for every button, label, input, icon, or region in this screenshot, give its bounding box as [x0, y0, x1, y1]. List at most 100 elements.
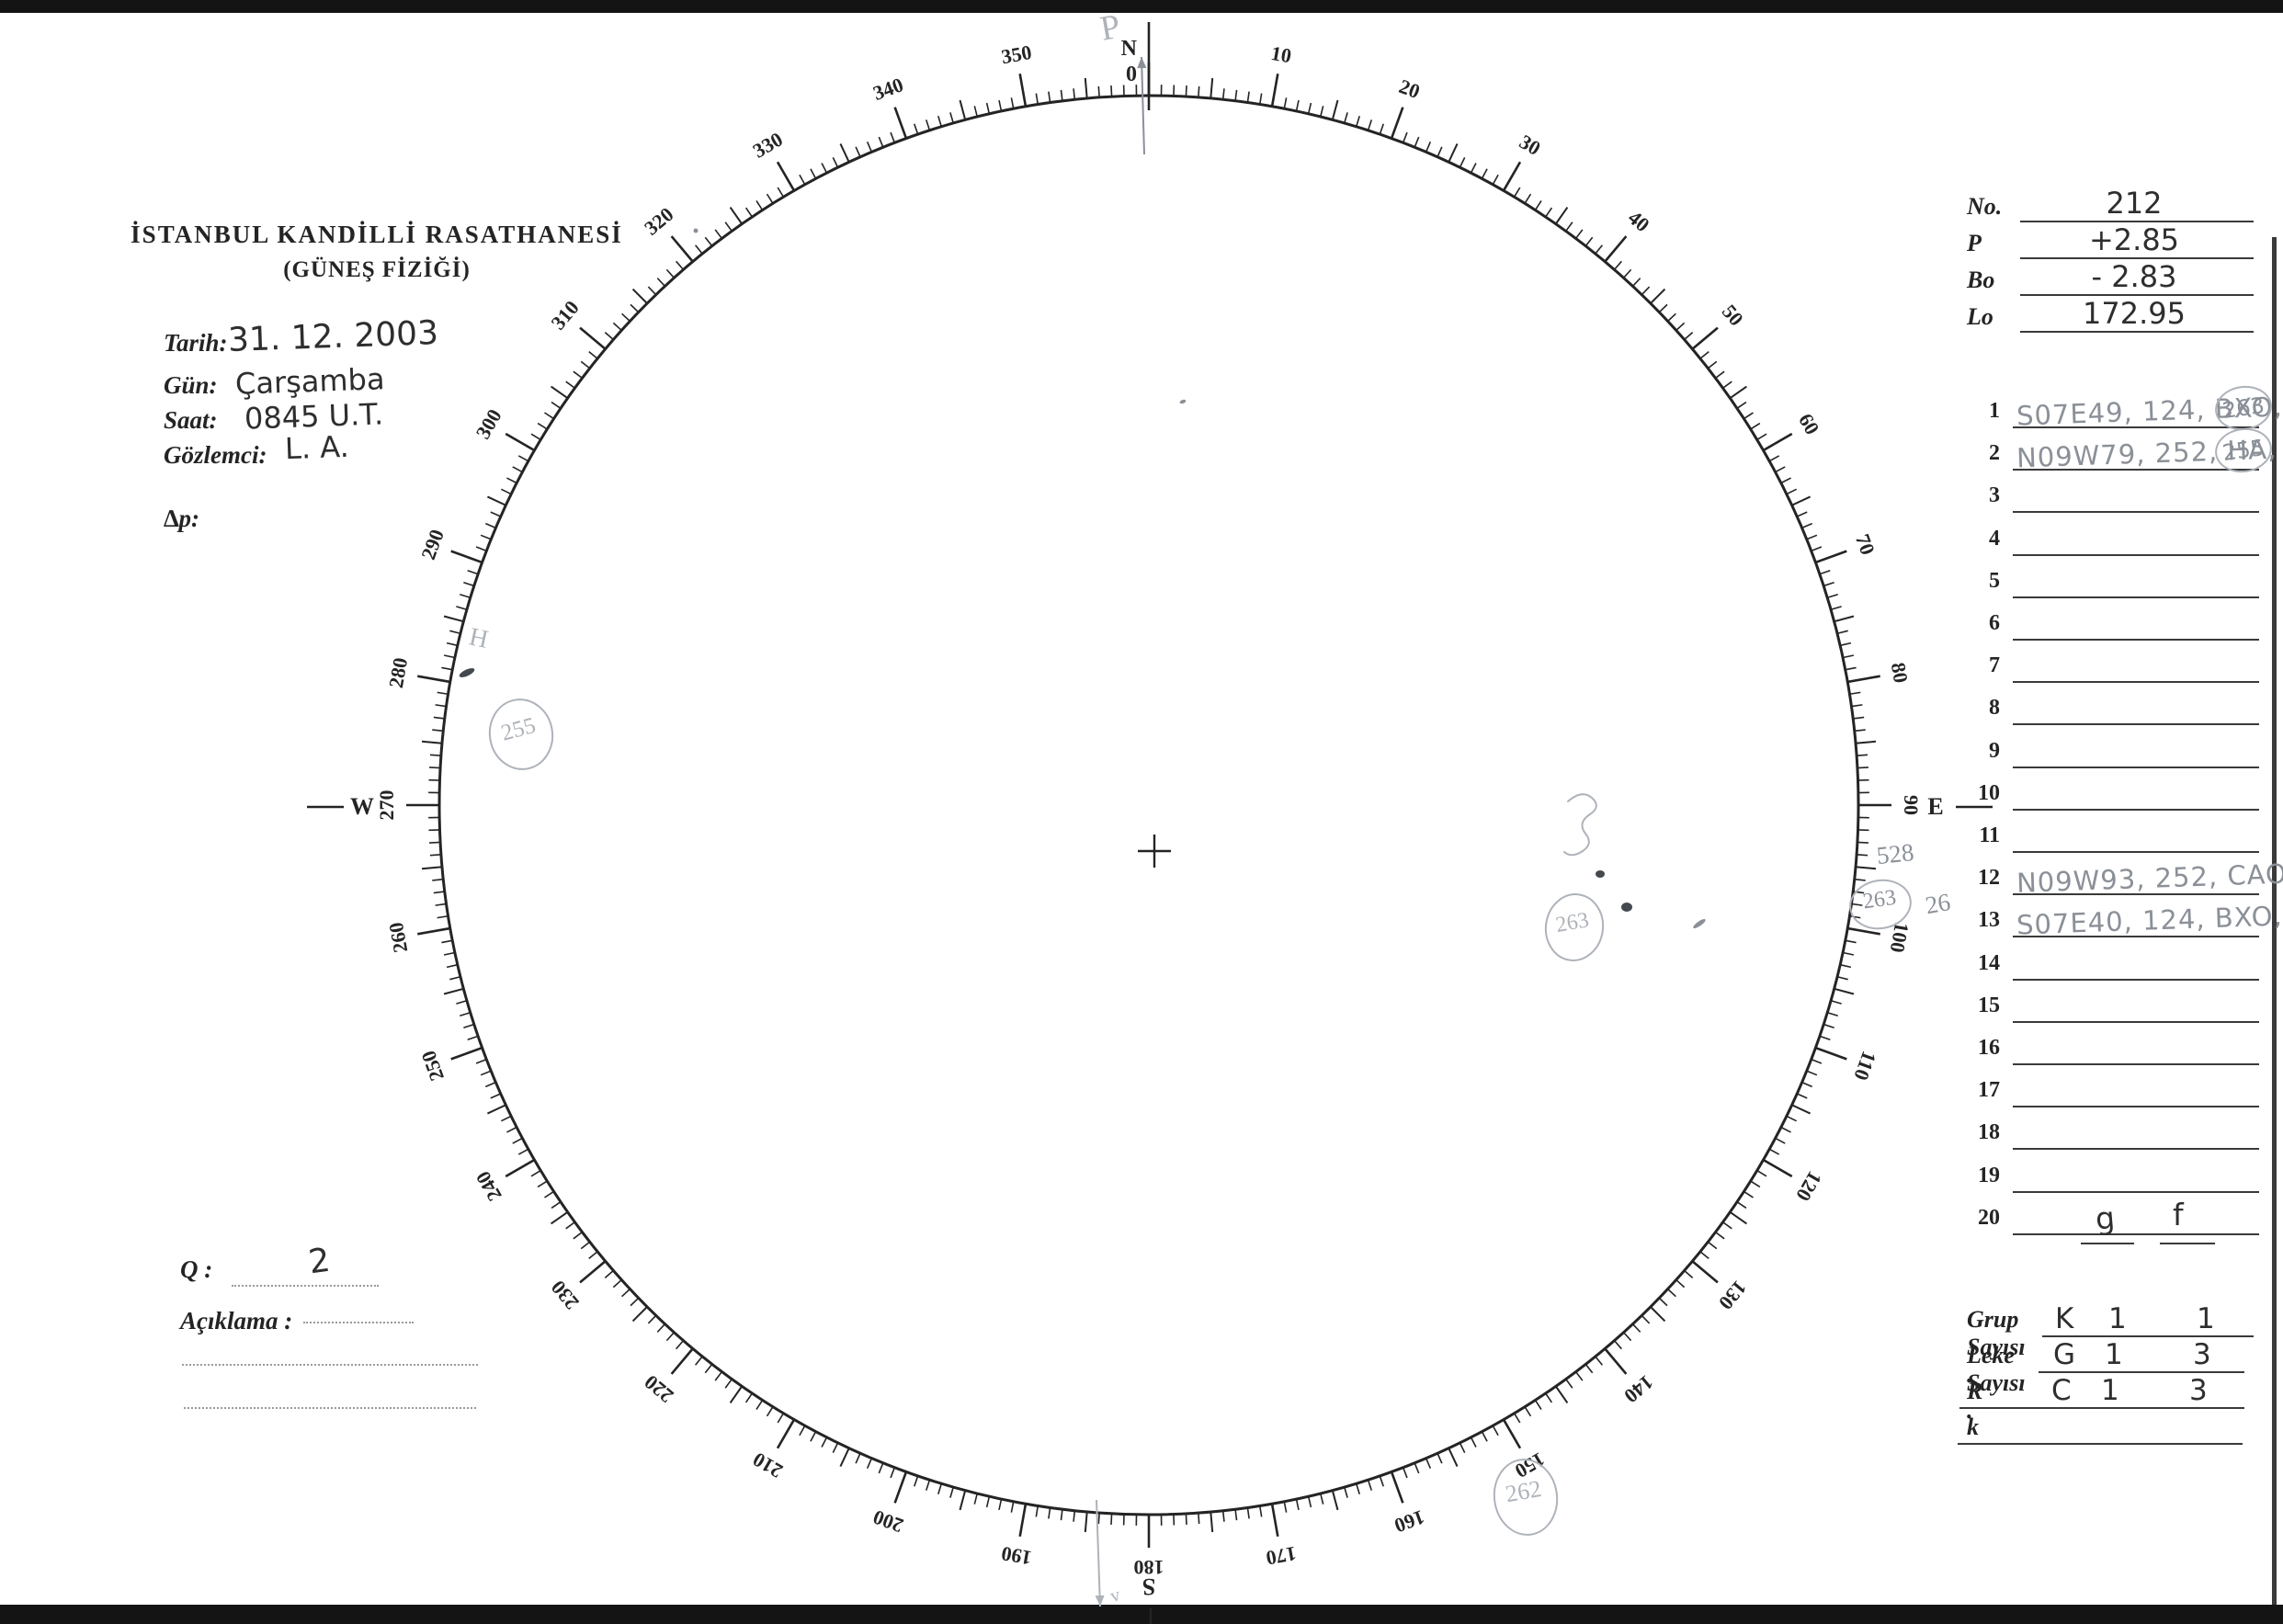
obs-field-value: L. A.: [284, 428, 350, 467]
degree-tick: [832, 1442, 839, 1454]
degree-tick: [1827, 594, 1838, 599]
degree-label: 30: [1516, 130, 1545, 160]
degree-tick: [1857, 841, 1868, 844]
degree-tick: [475, 1058, 487, 1064]
degree-tick: [435, 704, 447, 708]
degree-label: 290: [416, 527, 449, 563]
summary-label: Grup Sayısı .: [1967, 1306, 2026, 1388]
pencil-note: 263: [1554, 908, 1591, 937]
degree-tick: [517, 1148, 529, 1155]
degree-tick: [1270, 74, 1279, 107]
degree-tick: [467, 1035, 479, 1041]
degree-tick: [1283, 97, 1288, 109]
degree-tick: [467, 569, 479, 575]
protractor-ring: 1020304050607080901001101201301401501601…: [307, 22, 1993, 1624]
group-row-number: 11: [1979, 823, 2000, 847]
degree-tick: [437, 914, 449, 919]
group-row-line: [2013, 936, 2259, 938]
degree-tick: [1729, 1210, 1747, 1225]
degree-tick: [913, 123, 919, 135]
group-row-line: [2013, 469, 2259, 471]
degree-tick: [475, 546, 487, 552]
degree-tick: [665, 268, 676, 278]
degree-tick: [1018, 1504, 1028, 1537]
degree-tick: [580, 1241, 591, 1250]
summary-value: K: [2055, 1302, 2074, 1335]
degree-label: 280: [384, 656, 412, 690]
pencil-note: 255: [498, 713, 538, 746]
sunspot-mark: [1596, 870, 1605, 878]
degree-tick: [694, 1356, 703, 1366]
degree-tick: [441, 939, 453, 944]
department-name: (GÜNEŞ FİZİĞİ): [283, 257, 471, 282]
degree-tick: [1355, 116, 1360, 127]
group-row-number: 7: [1989, 653, 2000, 678]
degree-tick: [1715, 370, 1725, 380]
degree-tick: [1806, 1070, 1818, 1076]
degree-tick: [1641, 286, 1651, 296]
degree-label: 330: [749, 128, 787, 163]
summary-value: 3: [2193, 1338, 2211, 1371]
degree-tick: [480, 1070, 492, 1076]
degree-tick: [612, 322, 622, 332]
degree-tick: [1554, 1385, 1569, 1403]
degree-tick: [729, 1385, 744, 1403]
degree-tick: [1834, 987, 1855, 995]
degree-tick: [1492, 174, 1499, 186]
group-row-line: [2013, 596, 2259, 598]
group-row-number: 12: [1978, 866, 2000, 891]
degree-tick: [1806, 534, 1818, 540]
pencil-note: 528: [1875, 838, 1914, 869]
degree-tick: [463, 1023, 475, 1029]
degree-tick: [1842, 951, 1855, 956]
degree-tick: [1448, 142, 1459, 163]
pencil-note: 262: [1504, 1475, 1543, 1507]
degree-tick: [1849, 691, 1861, 696]
group-row-number: 17: [1978, 1078, 2000, 1103]
pencil-arrow: [1096, 1499, 1101, 1607]
obs-field-value: 31. 12. 2003: [227, 314, 439, 359]
pencil-circle: [1849, 879, 1912, 930]
degree-label: 350: [1000, 40, 1034, 68]
degree-tick: [1768, 1148, 1780, 1155]
obs-field-label: Saat:: [164, 406, 218, 434]
degree-tick: [631, 1306, 648, 1323]
degree-tick: [1035, 1505, 1039, 1517]
group-row-number: 14: [1978, 950, 2000, 975]
degree-tick: [1819, 1035, 1831, 1041]
degree-tick: [429, 767, 441, 769]
group-row-line: [2013, 851, 2259, 853]
ephemeris-underline: [2020, 294, 2254, 296]
degree-tick: [604, 332, 614, 341]
q-dotted-line: [232, 1266, 379, 1287]
degree-tick: [1743, 1190, 1754, 1198]
degree-tick: [1715, 1231, 1725, 1240]
summary-value: 1: [2105, 1338, 2123, 1371]
degree-tick: [1307, 1496, 1312, 1508]
degree-tick: [512, 466, 523, 473]
degree-tick: [1367, 119, 1373, 131]
degree-tick: [1283, 1501, 1288, 1513]
degree-tick: [1830, 606, 1842, 610]
degree-label: 10: [1269, 41, 1293, 67]
degree-tick: [656, 278, 666, 287]
degree-tick: [485, 522, 496, 529]
degree-label: 250: [416, 1048, 449, 1085]
degree-tick: [421, 866, 443, 870]
group-row-number: 10: [1978, 780, 2000, 805]
degree-tick: [1425, 142, 1432, 153]
summary-value: C: [2051, 1374, 2072, 1407]
pencil-circle: [1493, 1459, 1559, 1536]
degree-tick: [1110, 1513, 1113, 1525]
degree-tick: [630, 1297, 640, 1307]
observatory-name: İSTANBUL KANDİLLİ RASATHANESİ: [131, 221, 623, 248]
degree-tick: [1707, 360, 1718, 369]
group-row-line: [2013, 681, 2259, 684]
degree-tick: [490, 1093, 502, 1099]
degree-tick: [1775, 1137, 1786, 1144]
degree-tick: [1437, 146, 1443, 158]
degree-tick: [1847, 926, 1880, 936]
degree-tick: [1481, 1431, 1488, 1442]
degree-tick: [1319, 1493, 1324, 1505]
